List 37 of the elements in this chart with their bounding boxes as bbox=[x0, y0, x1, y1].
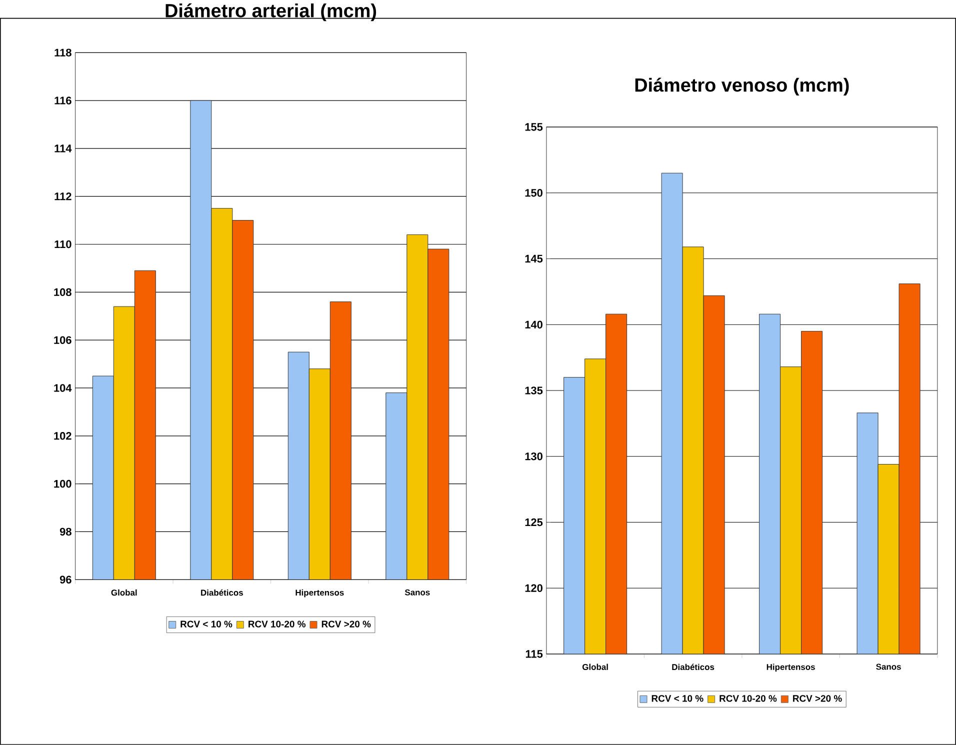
y-tick-label: 125 bbox=[525, 518, 543, 526]
y-tick-label: 130 bbox=[525, 452, 542, 460]
y-tick-label: 135 bbox=[525, 386, 543, 394]
x-tick-label: Sanos bbox=[876, 664, 901, 670]
y-tick-label: 118 bbox=[54, 48, 72, 57]
legend-label: RCV 10-20 % bbox=[248, 620, 306, 628]
y-tick-label: 96 bbox=[60, 576, 72, 584]
y-tick-label: 150 bbox=[525, 189, 542, 197]
x-tick-label: Sanos bbox=[404, 589, 430, 596]
y-tick-label: 114 bbox=[54, 144, 72, 152]
y-tick-label: 102 bbox=[54, 432, 72, 440]
chart-title: Diámetro arterial (mcm) bbox=[166, 3, 376, 22]
legend-label: RCV >20 % bbox=[322, 620, 371, 628]
legend-label: RCV >20 % bbox=[793, 695, 842, 702]
y-tick-label: 108 bbox=[54, 288, 72, 296]
y-tick-label: 145 bbox=[525, 254, 543, 263]
legend-label: RCV 10-20 % bbox=[720, 695, 777, 702]
y-tick-label: 155 bbox=[525, 123, 543, 131]
y-tick-label: 112 bbox=[54, 192, 72, 200]
y-tick-label: 106 bbox=[54, 336, 72, 344]
y-tick-label: 116 bbox=[54, 96, 72, 104]
x-tick-label: Hipertensos bbox=[296, 589, 344, 598]
legend-label: RCV < 10 % bbox=[180, 620, 232, 628]
x-tick-label: Global bbox=[111, 589, 137, 596]
y-tick-label: 120 bbox=[525, 584, 542, 592]
y-tick-label: 115 bbox=[526, 650, 543, 658]
y-tick-label: 98 bbox=[60, 528, 72, 536]
y-tick-label: 140 bbox=[525, 320, 542, 329]
x-tick-label: Diabéticos bbox=[201, 589, 243, 596]
x-tick-label: Global bbox=[582, 664, 608, 670]
y-tick-label: 104 bbox=[54, 384, 72, 392]
y-tick-label: 110 bbox=[54, 240, 72, 248]
x-tick-label: Diabéticos bbox=[672, 664, 714, 670]
x-tick-label: Hipertensos bbox=[766, 664, 815, 672]
legend-label: RCV < 10 % bbox=[652, 695, 704, 702]
chart-title: Diámetro venoso (mcm) bbox=[635, 78, 849, 96]
y-tick-label: 100 bbox=[54, 480, 72, 488]
